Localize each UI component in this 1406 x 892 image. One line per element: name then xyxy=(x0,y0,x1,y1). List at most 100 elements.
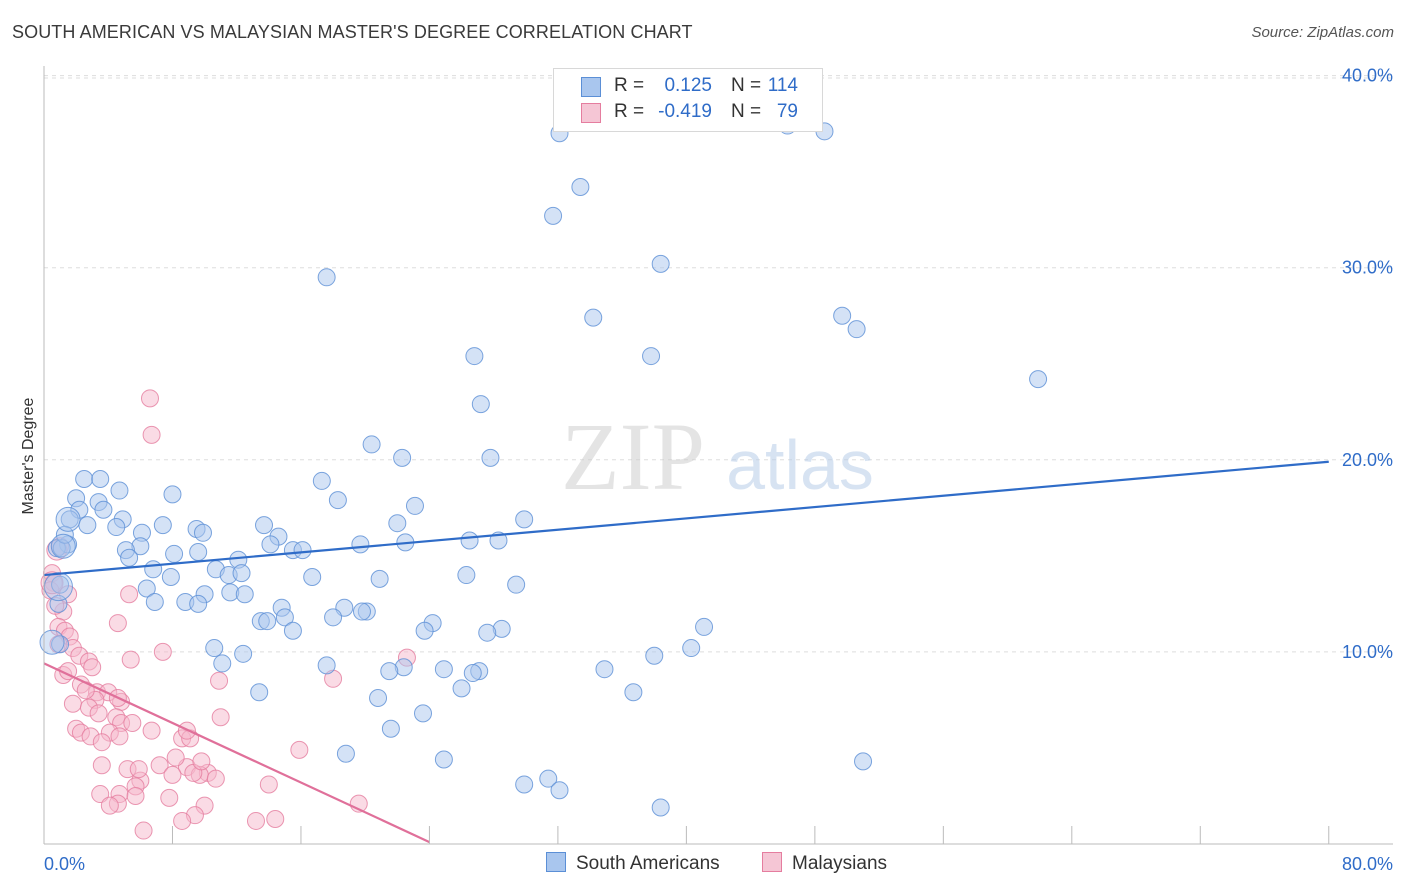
south-american-point xyxy=(381,719,400,738)
x-tick-label: 0.0% xyxy=(44,854,85,874)
malaysian-point xyxy=(150,756,169,775)
south-american-point xyxy=(571,178,590,197)
legend-item-south-americans[interactable]: South Americans xyxy=(546,852,720,875)
legend-r-label: R = xyxy=(614,75,645,96)
legend-swatch-blue xyxy=(581,77,601,97)
malaysian-point xyxy=(210,671,229,690)
malaysian-point xyxy=(211,708,230,727)
south-american-point xyxy=(415,621,434,640)
south-american-point xyxy=(833,306,852,325)
south-american-point xyxy=(324,608,343,627)
south-american-point xyxy=(55,506,81,532)
south-american-point xyxy=(595,660,614,679)
south-american-point xyxy=(205,639,224,658)
malaysian-point xyxy=(266,810,285,829)
south-american-point xyxy=(352,602,371,621)
south-american-point xyxy=(261,535,280,554)
watermark: ZIP atlas xyxy=(561,403,874,510)
watermark-zip: ZIP xyxy=(561,403,705,510)
malaysians-trend-line xyxy=(43,662,430,844)
south-american-point xyxy=(91,470,110,489)
chart-title: SOUTH AMERICAN VS MALAYSIAN MASTER'S DEG… xyxy=(12,22,693,42)
south-american-point xyxy=(275,608,294,627)
malaysian-point xyxy=(121,650,140,669)
south-american-point xyxy=(645,646,664,665)
malaysian-point xyxy=(153,642,172,661)
legend-label-malaysians: Malaysians xyxy=(792,853,888,874)
legend-row-south-americans: R = 0.125 N = 114 xyxy=(554,75,822,99)
malaysian-point xyxy=(89,704,108,723)
south-american-point xyxy=(457,566,476,585)
south-american-point xyxy=(370,569,389,588)
malaysian-point xyxy=(246,811,265,830)
south-american-point xyxy=(584,308,603,327)
malaysian-point xyxy=(290,740,309,759)
south-american-point xyxy=(362,435,381,454)
south-american-point xyxy=(478,623,497,642)
south-american-point xyxy=(75,470,94,489)
malaysian-point xyxy=(110,727,129,746)
south-american-point xyxy=(258,612,277,631)
south-american-point xyxy=(351,535,370,554)
malaysian-point xyxy=(142,425,161,444)
south-american-point xyxy=(189,543,208,562)
south-american-point xyxy=(854,752,873,771)
y-tick-label: 20.0% xyxy=(1342,450,1393,470)
south-american-point xyxy=(234,644,253,663)
south-american-point xyxy=(471,395,490,414)
south-american-point xyxy=(137,579,156,598)
malaysian-point xyxy=(134,821,153,840)
south-american-point xyxy=(624,683,643,702)
south-american-point xyxy=(695,617,714,636)
south-american-point xyxy=(388,514,407,533)
south-american-point xyxy=(847,320,866,339)
malaysian-point xyxy=(259,775,278,794)
south-american-point xyxy=(317,268,336,287)
south-american-point xyxy=(193,523,212,542)
malaysian-point xyxy=(91,785,110,804)
south-american-point xyxy=(94,500,113,519)
south-american-point xyxy=(50,533,76,559)
legend-r-label: R = xyxy=(614,101,645,122)
malaysian-point xyxy=(160,788,179,807)
legend-swatch-pink xyxy=(581,103,601,123)
south-american-point xyxy=(539,769,558,788)
malaysian-point xyxy=(192,752,211,771)
stats-legend: R = 0.125 N = 114 R = -0.419 N = 79 xyxy=(553,68,823,132)
south-american-point xyxy=(250,683,269,702)
south-american-point xyxy=(317,656,336,675)
legend-swatch-blue xyxy=(546,852,566,872)
south-american-point xyxy=(165,544,184,563)
malaysian-point xyxy=(123,713,142,732)
south-american-point xyxy=(380,662,399,681)
south-american-point xyxy=(369,689,388,708)
south-american-point xyxy=(393,448,412,467)
south-american-point xyxy=(283,621,302,640)
malaysian-point xyxy=(108,614,127,633)
south-american-point xyxy=(414,704,433,723)
south-american-point xyxy=(481,448,500,467)
south-american-point xyxy=(78,516,97,535)
source-label: Source: ZipAtlas.com xyxy=(1251,24,1394,41)
legend-n-label: N = xyxy=(731,75,762,96)
malaysian-point xyxy=(166,748,185,767)
south-american-point xyxy=(107,518,126,537)
south-american-point xyxy=(293,541,312,560)
south-american-point xyxy=(434,750,453,769)
south-american-point xyxy=(507,575,526,594)
legend-n-value: 79 xyxy=(776,101,798,122)
malaysian-point xyxy=(142,721,161,740)
south-american-point xyxy=(515,775,534,794)
south-american-point xyxy=(550,781,569,800)
south-american-point xyxy=(144,560,163,579)
malaysian-point xyxy=(163,765,182,784)
legend-swatch-pink xyxy=(762,852,782,872)
south-american-point xyxy=(434,660,453,679)
malaysian-point xyxy=(100,796,119,815)
south-american-point xyxy=(452,679,471,698)
south-american-point xyxy=(39,629,65,655)
legend-item-malaysians[interactable]: Malaysians xyxy=(762,852,887,875)
south-american-point xyxy=(460,531,479,550)
malaysian-point xyxy=(126,786,145,805)
south-american-point xyxy=(110,481,129,500)
